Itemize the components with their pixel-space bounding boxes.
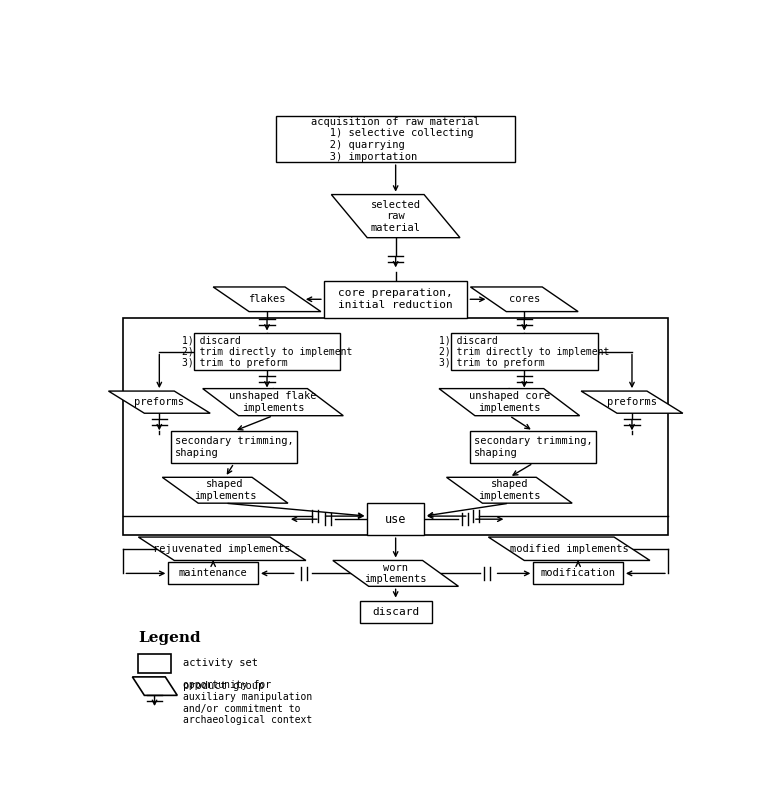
Bar	[276, 116, 516, 162]
Text: acquisition of raw material
   1) selective collecting
   2) quarrying
   3) imp: acquisition of raw material 1) selective…	[311, 117, 480, 162]
Bar	[470, 431, 596, 463]
Text: shaped
implements: shaped implements	[194, 479, 256, 501]
Text: product group: product group	[183, 681, 265, 691]
Polygon shape	[203, 389, 344, 416]
Text: maintenance: maintenance	[179, 568, 248, 578]
Bar	[138, 654, 171, 673]
Bar	[194, 333, 340, 370]
Text: core preparation,
initial reduction: core preparation, initial reduction	[338, 289, 453, 310]
Bar	[533, 562, 623, 585]
Text: cores: cores	[509, 294, 540, 304]
Polygon shape	[138, 537, 306, 561]
Text: secondary trimming,
shaping: secondary trimming, shaping	[474, 436, 593, 458]
Text: shaped
implements: shaped implements	[478, 479, 540, 501]
Text: Legend: Legend	[138, 631, 201, 646]
Bar	[171, 431, 297, 463]
Text: secondary trimming,
shaping: secondary trimming, shaping	[174, 436, 293, 458]
Text: discard: discard	[372, 606, 419, 617]
Text: rejuvenated implements: rejuvenated implements	[154, 544, 291, 554]
Polygon shape	[446, 478, 572, 503]
Bar	[367, 503, 424, 535]
Text: 1) discard
2) trim directly to implement
3) trim to preform: 1) discard 2) trim directly to implement…	[182, 335, 352, 368]
Text: worn
implements: worn implements	[364, 562, 427, 584]
Polygon shape	[581, 391, 683, 414]
Text: use: use	[385, 513, 406, 526]
Polygon shape	[470, 287, 578, 311]
Polygon shape	[133, 677, 178, 695]
Polygon shape	[213, 287, 321, 311]
Text: modification: modification	[540, 568, 615, 578]
Polygon shape	[108, 391, 210, 414]
Polygon shape	[439, 389, 580, 416]
Text: flakes: flakes	[249, 294, 286, 304]
Bar	[124, 318, 668, 535]
Text: preforms: preforms	[134, 397, 185, 407]
Text: unshaped flake
implements: unshaped flake implements	[229, 391, 317, 413]
Polygon shape	[489, 537, 650, 561]
Bar	[324, 281, 468, 318]
Bar	[360, 601, 432, 622]
Text: selected
raw
material: selected raw material	[371, 199, 421, 233]
Text: activity set: activity set	[183, 658, 259, 668]
Text: 1) discard
2) trim directly to implement
3) trim to preform: 1) discard 2) trim directly to implement…	[439, 335, 609, 368]
Bar	[451, 333, 598, 370]
Polygon shape	[162, 478, 288, 503]
Text: preforms: preforms	[607, 397, 657, 407]
Text: opportunity for
auxiliary manipulation
and/or commitment to
archaeological conte: opportunity for auxiliary manipulation a…	[183, 680, 313, 725]
Bar	[168, 562, 258, 585]
Polygon shape	[331, 194, 460, 238]
Text: modified implements: modified implements	[510, 544, 628, 554]
Text: unshaped core
implements: unshaped core implements	[469, 391, 550, 413]
Polygon shape	[333, 561, 459, 586]
